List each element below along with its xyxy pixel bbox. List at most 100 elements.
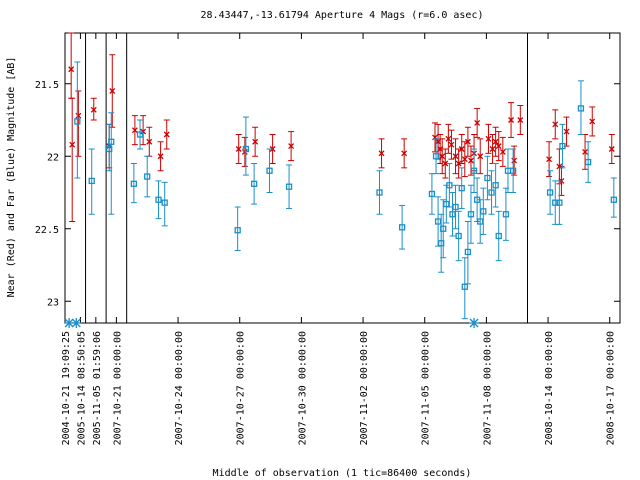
data-point [485,135,492,142]
data-point [563,128,570,135]
data-point [582,148,589,155]
data-point [285,183,293,190]
data-point [109,88,116,94]
data-point [266,167,273,174]
data-point [484,174,491,182]
data-point [468,157,474,164]
x-tick-label: 2007-10-21 00:00:00 [112,331,123,445]
x-tick-label: 2007-11-05 00:00:00 [421,331,432,445]
data-point [449,211,456,218]
data-point [488,189,495,196]
data-point [445,135,452,142]
data-point [269,146,276,152]
data-point [511,157,518,164]
y-tick-label: 22.5 [35,225,59,236]
data-point [499,148,506,155]
data-point [75,112,82,119]
data-point [131,127,138,134]
data-point [474,119,481,126]
data-point [461,283,468,290]
data-point [398,224,406,231]
data-point [470,167,478,174]
data-point [495,232,502,240]
data-point [130,180,138,187]
data-point [163,131,170,138]
data-point [461,156,468,163]
data-point [378,150,385,157]
data-point [584,158,592,166]
data-point [467,211,475,218]
data-point [458,184,465,192]
data-point [250,180,258,187]
data-point [88,177,95,185]
data-point [90,106,97,113]
data-point [480,208,487,215]
data-point [443,200,450,208]
data-point [477,153,484,160]
y-axis-label: Near (Red) and Far (Blue) Magnitude [AB] [6,57,17,298]
data-point [235,146,242,152]
data-point [608,146,615,152]
data-point [464,248,472,256]
data-point [452,203,459,211]
data-point [559,142,566,150]
x-tick-label: 2007-10-27 00:00:00 [236,331,247,445]
data-point [439,153,446,160]
data-point [477,218,484,225]
x-tick-label: 2007-11-02 00:00:00 [359,331,370,445]
x-tick-label: 2007-10-30 00:00:00 [297,331,308,445]
data-point [508,117,515,123]
data-point [455,232,462,240]
data-point [509,167,517,174]
data-point [242,145,250,153]
data-point [452,153,459,160]
data-point [144,173,151,180]
data-point [455,160,462,167]
data-point [432,153,440,160]
data-point [546,189,554,196]
data-point [288,143,295,150]
data-point [74,118,81,125]
x-tick-label: 2007-10-24 00:00:00 [174,331,185,445]
data-point [155,196,162,203]
y-tick-label: 22 [47,152,59,163]
x-tick-label: 2004-10-21 19:09:25 [61,331,72,445]
data-point [234,227,241,234]
x-tick-label: 2008-10-17 00:00:00 [606,331,617,445]
y-tick-label: 21.5 [35,80,59,91]
bottom-marker [71,318,82,328]
plot-area: 21.5 22 22.5 23 2004-10-21 19:09:25 2005-10-1… [35,32,620,445]
x-tick-label: 2005-10-14 08:50:05 [76,331,87,445]
data-point [446,182,453,189]
data-point [464,138,471,145]
data-point [517,117,524,123]
data-point [556,199,563,206]
data-point [157,153,164,160]
data-point [589,118,596,125]
data-point [69,141,76,148]
data-point [442,160,449,167]
bottom-marker [469,318,480,328]
x-tick-label: 2008-10-14 00:00:00 [544,331,555,445]
data-point [492,138,499,145]
data-point [489,146,496,152]
data-point [428,190,436,198]
data-point [448,141,455,148]
data-point [552,199,559,206]
data-point [458,146,465,152]
chart-title: 28.43447,-13.61794 Aperture 4 Mags (r=6.… [201,10,484,21]
data-point [161,199,168,206]
x-tick-label: 2005-11-05 01:59:06 [92,331,103,445]
data-point [108,138,115,145]
plot-frame [64,32,621,324]
data-point [68,66,75,73]
data-point [252,138,259,145]
data-point [502,211,510,218]
bottom-marker [64,318,75,328]
data-point [440,225,447,232]
data-point [136,131,144,138]
data-point [401,150,408,157]
x-tick-label: 2007-11-08 00:00:00 [482,331,493,445]
data-point [146,138,153,145]
